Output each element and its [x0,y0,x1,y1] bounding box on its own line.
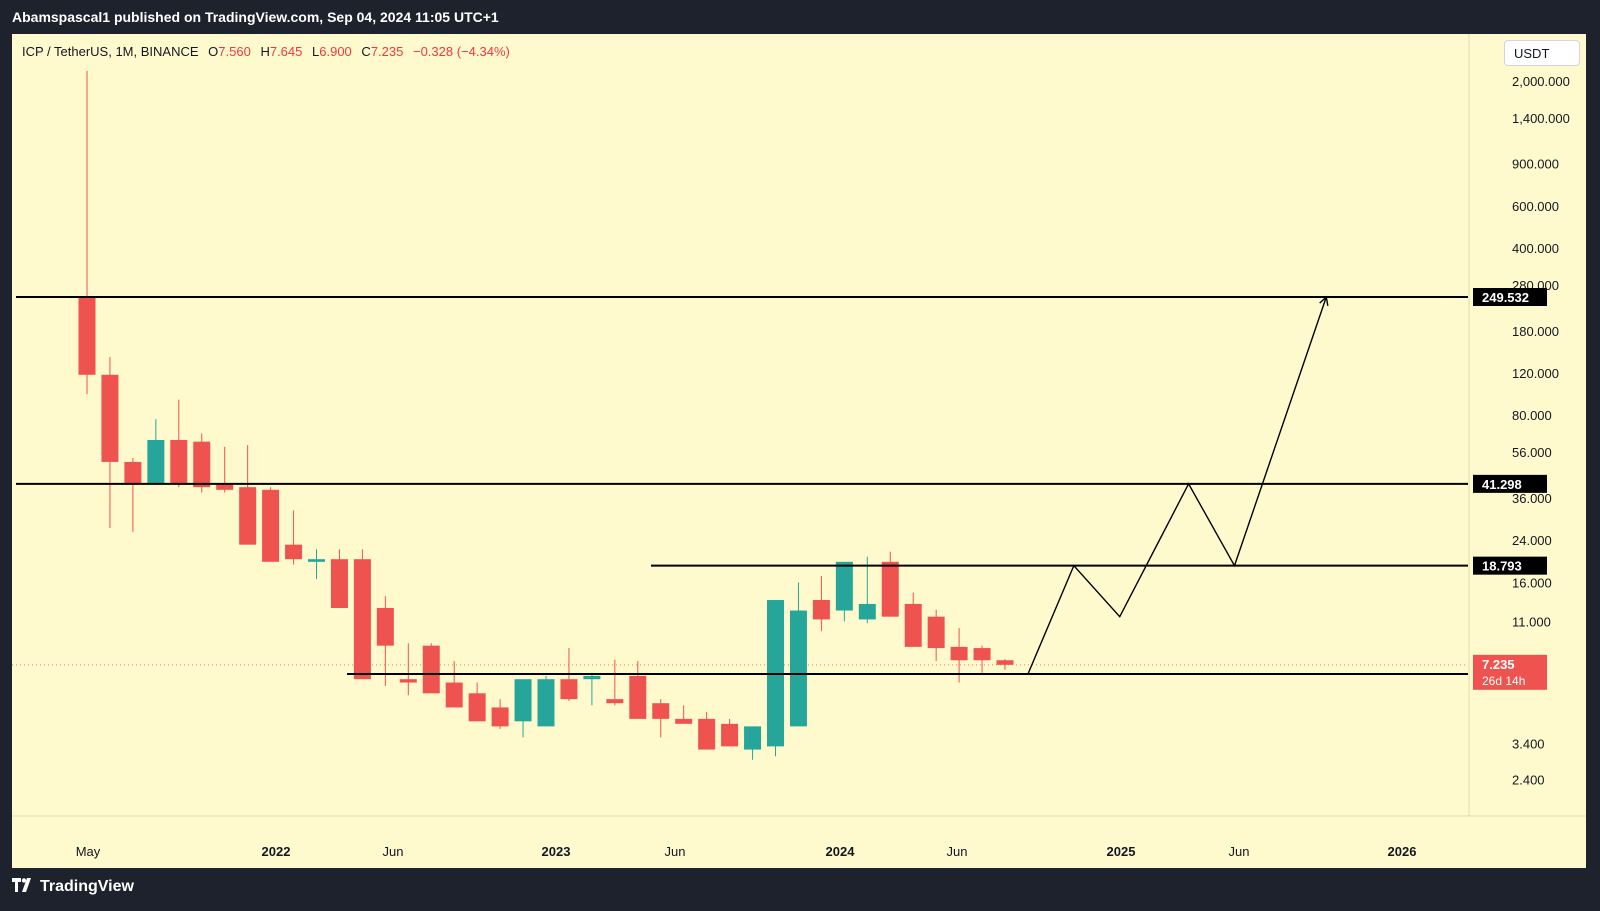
candle-body[interactable] [858,603,876,620]
candle-body[interactable] [744,726,762,750]
price-tick-label: 80.000 [1512,408,1552,423]
projection-path[interactable] [1027,296,1327,675]
candle-body[interactable] [652,703,670,719]
price-tick-label: 24.000 [1512,533,1552,548]
price-tick-label: 2,000.000 [1512,74,1570,89]
currency-button[interactable]: USDT [1504,40,1580,66]
level-label-text: 18.793 [1482,559,1522,574]
price-tick-label: 36.000 [1512,491,1552,506]
price-tick-label: 120.000 [1512,366,1559,381]
candle-body[interactable] [698,718,716,750]
tradingview-logo-icon [12,878,34,896]
price-tick-label: 600.000 [1512,199,1559,214]
candle-body[interactable] [789,610,807,727]
time-tick-label: 2024 [826,844,856,859]
candle-body[interactable] [491,707,509,727]
projection-arrowhead [1319,295,1329,306]
candle-body[interactable] [468,693,486,722]
candle-body[interactable] [170,439,188,485]
candle-body[interactable] [124,461,142,485]
candle-body[interactable] [812,600,830,620]
chart-area[interactable] [12,34,1586,868]
symbol-legend[interactable]: ICP / TetherUS, 1M, BINANCE O7.560 H7.64… [22,44,510,59]
candle-body[interactable] [514,679,532,722]
candle-body[interactable] [835,561,853,611]
price-tick-label: 1,400.000 [1512,111,1570,126]
level-label-box [1473,556,1547,575]
price-tick-label: 16.000 [1512,575,1552,590]
published-info: Abamspascal1 published on TradingView.co… [12,9,499,25]
legend-close: 7.235 [370,44,404,59]
candle-body[interactable] [308,559,325,562]
legend-symbol: ICP / TetherUS, 1M, BINANCE [22,44,199,59]
time-tick-label: 2025 [1107,844,1136,859]
legend-low-label: L [312,44,320,59]
countdown-text: 26d 14h [1482,674,1525,688]
time-tick-label: Jun [947,844,968,859]
candle-body[interactable] [422,645,440,694]
level-label-text: 249.532 [1482,290,1529,305]
legend-open-label: O [208,44,219,59]
candle-body[interactable] [78,297,96,375]
candle-body[interactable] [629,675,647,719]
candle-body[interactable] [675,718,693,724]
price-tick-label: 56.000 [1512,445,1552,460]
time-tick-label: 2022 [262,844,291,859]
candle-body[interactable] [147,439,165,485]
legend-change: −0.328 (−4.34%) [412,44,510,59]
footer-bar: TradingView [0,868,1600,911]
legend-low: 6.900 [319,44,352,59]
candle-body[interactable] [193,441,211,488]
candle-body[interactable] [239,487,257,545]
candle-body[interactable] [996,660,1014,665]
price-tick-label: 2.400 [1512,772,1545,787]
candle-body[interactable] [537,679,555,727]
candle-body[interactable] [973,648,991,661]
candle-body[interactable] [399,679,417,683]
legend-high-label: H [260,44,270,59]
candle-body[interactable] [904,603,922,647]
legend-open: 7.560 [218,44,251,59]
candle-body[interactable] [262,489,280,562]
time-tick-label: Jun [383,844,404,859]
candle-body[interactable] [950,646,968,661]
brand-name: TradingView [40,878,134,895]
tradingview-brand[interactable]: TradingView [12,878,134,896]
candle-body[interactable] [330,559,348,609]
price-tick-label: 11.000 [1512,614,1551,629]
candle-body[interactable] [353,559,371,680]
current-price-box [1473,654,1547,690]
candle-body[interactable] [560,679,578,700]
legend-close-label: C [361,44,371,59]
candle-body[interactable] [721,723,739,747]
level-label-text: 41.298 [1482,477,1522,492]
candle-body[interactable] [285,544,303,560]
candle-body[interactable] [445,682,463,708]
candle-body[interactable] [881,561,899,617]
time-tick-label: May [76,844,101,859]
time-tick-label: 2026 [1388,844,1417,859]
candle-body[interactable] [216,484,234,490]
candle-body[interactable] [376,608,394,646]
candle-body[interactable] [927,616,945,649]
legend-high: 7.645 [269,44,303,59]
publication-header: Abamspascal1 published on TradingView.co… [0,0,1600,34]
candle-body[interactable] [583,675,601,680]
price-tick-label: 180.000 [1512,324,1559,339]
current-price-text: 7.235 [1482,657,1515,672]
price-tick-label: 400.000 [1512,241,1559,256]
level-label-box [1473,288,1547,306]
price-tick-label: 3.400 [1512,736,1545,751]
price-tick-label: 900.000 [1512,157,1559,172]
time-tick-label: 2023 [542,844,571,859]
candle-body[interactable] [101,374,119,462]
time-tick-label: Jun [1229,844,1250,859]
candle-body[interactable] [606,699,624,704]
time-tick-label: Jun [665,844,686,859]
level-label-box [1473,474,1547,493]
currency-label: USDT [1514,45,1550,61]
